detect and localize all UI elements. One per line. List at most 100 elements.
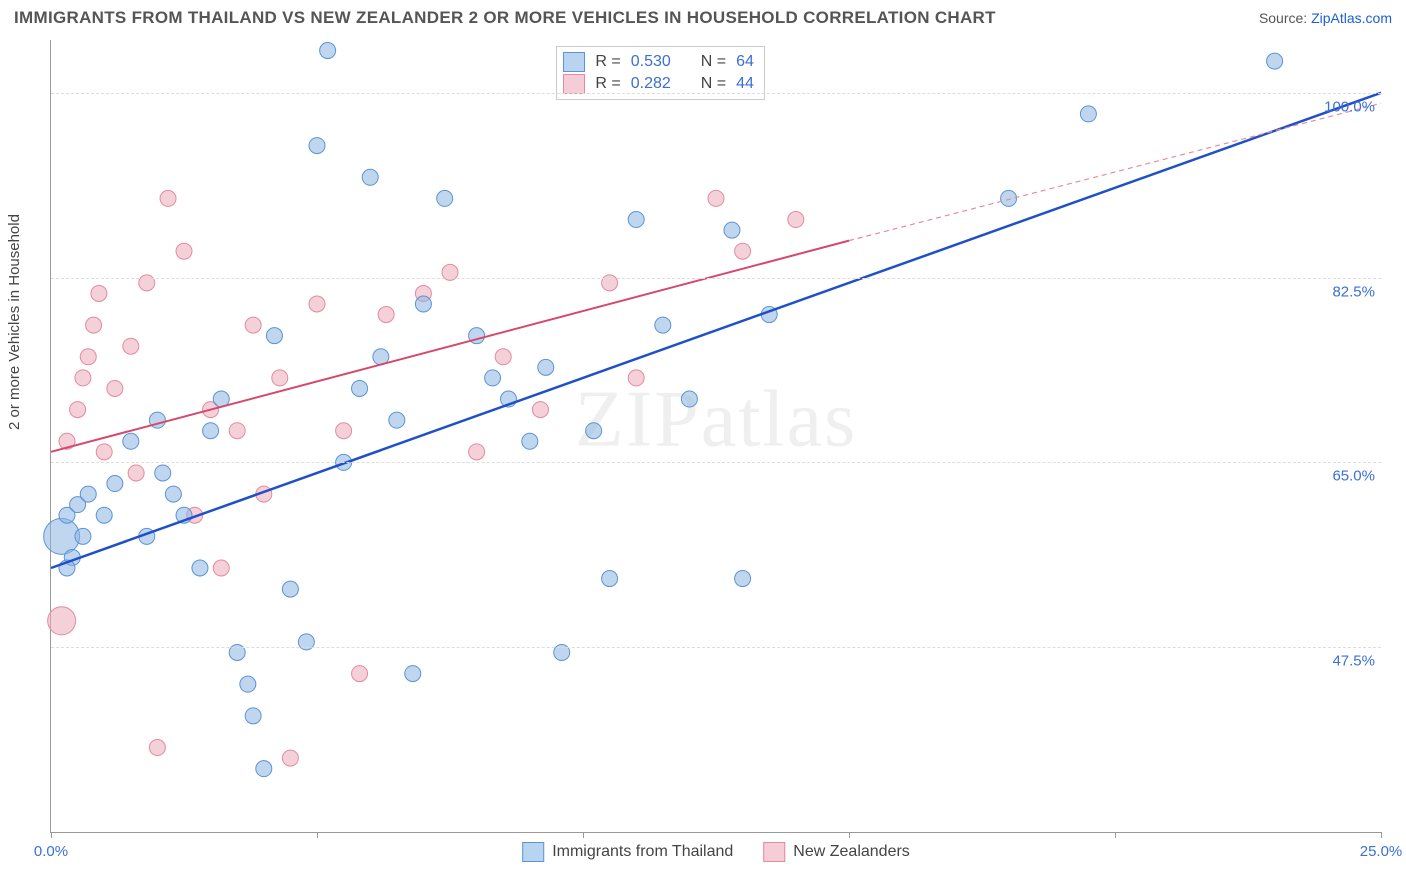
- data-point: [123, 433, 139, 449]
- data-point: [213, 560, 229, 576]
- data-point: [628, 212, 644, 228]
- stat-n-label: N =: [701, 73, 726, 95]
- chart-svg: [51, 40, 1381, 832]
- data-point: [80, 486, 96, 502]
- data-point: [282, 581, 298, 597]
- y-tick-label: 82.5%: [1332, 283, 1375, 300]
- legend-item: New Zealanders: [763, 842, 910, 862]
- data-point: [389, 412, 405, 428]
- data-point: [256, 761, 272, 777]
- data-point: [538, 359, 554, 375]
- plot-area: ZIPatlas R =0.530N =64R =0.282N =44 Immi…: [50, 40, 1381, 833]
- data-point: [336, 423, 352, 439]
- data-point: [272, 370, 288, 386]
- gridline-h: [51, 93, 1381, 94]
- y-tick-label: 100.0%: [1324, 98, 1375, 115]
- data-point: [128, 465, 144, 481]
- data-point: [107, 380, 123, 396]
- data-point: [203, 423, 219, 439]
- x-tick-label: 0.0%: [34, 843, 68, 860]
- trend-line-extension: [849, 103, 1381, 240]
- data-point: [352, 380, 368, 396]
- stat-r-label: R =: [595, 51, 620, 73]
- data-point: [788, 212, 804, 228]
- data-point: [320, 43, 336, 59]
- data-point: [80, 349, 96, 365]
- data-point: [352, 666, 368, 682]
- stat-r-label: R =: [595, 73, 620, 95]
- data-point: [160, 190, 176, 206]
- data-point: [309, 138, 325, 154]
- data-point: [437, 190, 453, 206]
- chart-title: IMMIGRANTS FROM THAILAND VS NEW ZEALANDE…: [14, 8, 996, 28]
- stat-legend-row: R = 0.282 N = 44: [563, 73, 754, 95]
- data-point: [485, 370, 501, 386]
- data-point: [378, 307, 394, 323]
- data-point: [86, 317, 102, 333]
- data-point: [282, 750, 298, 766]
- data-point: [192, 560, 208, 576]
- stat-n-value: 44: [736, 73, 754, 95]
- data-point: [75, 528, 91, 544]
- data-point: [495, 349, 511, 365]
- data-point: [155, 465, 171, 481]
- data-point: [91, 285, 107, 301]
- data-point: [96, 507, 112, 523]
- legend-item: Immigrants from Thailand: [522, 842, 733, 862]
- x-tick: [317, 832, 318, 838]
- data-point: [266, 328, 282, 344]
- legend-swatch: [763, 842, 785, 862]
- legend-swatch: [563, 52, 585, 72]
- data-point: [415, 296, 431, 312]
- data-point: [362, 169, 378, 185]
- source-attribution: Source: ZipAtlas.com: [1259, 10, 1392, 26]
- gridline-h: [51, 462, 1381, 463]
- data-point: [1080, 106, 1096, 122]
- data-point: [70, 402, 86, 418]
- data-point: [735, 243, 751, 259]
- data-point: [655, 317, 671, 333]
- data-point: [48, 607, 76, 635]
- data-point: [75, 370, 91, 386]
- header-bar: IMMIGRANTS FROM THAILAND VS NEW ZEALANDE…: [14, 8, 1392, 28]
- data-point: [229, 423, 245, 439]
- legend-label: Immigrants from Thailand: [552, 843, 733, 861]
- stat-legend-row: R = 0.530 N = 64: [563, 51, 754, 73]
- data-point: [522, 433, 538, 449]
- data-point: [245, 317, 261, 333]
- legend-label: New Zealanders: [793, 843, 910, 861]
- x-tick: [583, 832, 584, 838]
- data-point: [123, 338, 139, 354]
- data-point: [149, 740, 165, 756]
- source-link[interactable]: ZipAtlas.com: [1311, 10, 1392, 26]
- data-point: [708, 190, 724, 206]
- data-point: [165, 486, 181, 502]
- data-point: [724, 222, 740, 238]
- data-point: [309, 296, 325, 312]
- data-point: [107, 476, 123, 492]
- x-tick: [1381, 832, 1382, 838]
- y-tick-label: 47.5%: [1332, 653, 1375, 670]
- gridline-h: [51, 278, 1381, 279]
- stat-n-value: 64: [736, 51, 754, 73]
- data-point: [532, 402, 548, 418]
- stat-r-value: 0.282: [631, 73, 671, 95]
- x-tick: [1115, 832, 1116, 838]
- data-point: [469, 444, 485, 460]
- x-tick-label: 25.0%: [1360, 843, 1403, 860]
- data-point: [681, 391, 697, 407]
- data-point: [176, 243, 192, 259]
- bottom-legend: Immigrants from Thailand New Zealanders: [522, 842, 910, 862]
- y-tick-label: 65.0%: [1332, 468, 1375, 485]
- data-point: [405, 666, 421, 682]
- stat-r-value: 0.530: [631, 51, 671, 73]
- gridline-h: [51, 647, 1381, 648]
- data-point: [735, 571, 751, 587]
- legend-swatch: [563, 74, 585, 94]
- data-point: [602, 571, 618, 587]
- data-point: [240, 676, 256, 692]
- data-point: [1001, 190, 1017, 206]
- y-axis-label: 2 or more Vehicles in Household: [6, 214, 23, 430]
- stat-n-label: N =: [701, 51, 726, 73]
- data-point: [245, 708, 261, 724]
